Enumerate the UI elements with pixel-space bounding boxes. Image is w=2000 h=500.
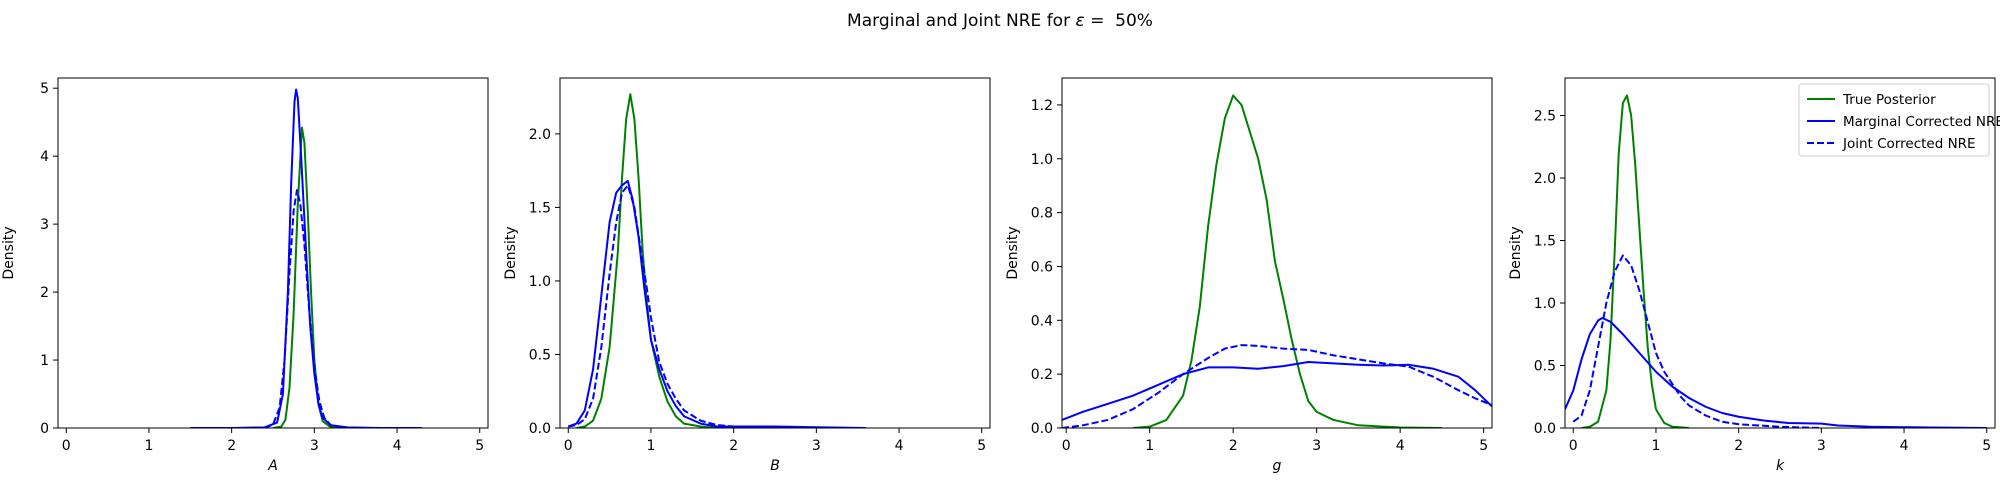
chart-panel-4: 0 1 2 3 4 5 0.0 0.5 1.0 1.5 2.0 2.5 k Density True Pos…	[1508, 77, 2000, 474]
series-line-true-posterior	[1581, 94, 1690, 428]
y-tick-label: 2.0	[1534, 171, 1556, 187]
x-tick-label: 4	[895, 438, 904, 454]
y-tick-label: 0.8	[1031, 206, 1053, 222]
x-tick-label: 2	[729, 438, 738, 454]
x-axis-label: g	[1273, 458, 1282, 474]
y-axis-label: Density	[1005, 226, 1021, 279]
y-tick-label: 5	[40, 81, 49, 97]
chart-panel-2: 0 1 2 3 4 5 0.0 0.5 1.0 1.5 2.0 B Density	[503, 77, 991, 474]
y-tick-label: 0.5	[529, 347, 551, 363]
x-tick-label: 5	[977, 438, 986, 454]
y-tick-label: 1.0	[1534, 296, 1556, 312]
legend-entry: True Posterior	[1842, 92, 1936, 108]
y-tick-label: 1.0	[529, 274, 551, 290]
series-line-true-posterior	[576, 93, 718, 428]
series-line-marginal-corrected-nre	[567, 179, 866, 428]
x-tick-label: 5	[475, 438, 484, 454]
y-tick-label: 0.6	[1031, 259, 1053, 275]
y-tick-label: 2	[40, 285, 49, 301]
x-tick-label: 0	[1062, 438, 1071, 454]
x-tick-label: 4	[1396, 438, 1405, 454]
axes-frame	[559, 77, 991, 429]
x-tick-label: 5	[1982, 438, 1991, 454]
y-tick-label: 0.5	[1534, 359, 1556, 375]
series-line-joint-corrected-nre	[1572, 254, 1822, 428]
y-tick-label: 1.0	[1031, 152, 1053, 168]
y-tick-label: 0	[40, 421, 49, 437]
axes-frame	[1061, 77, 1493, 429]
x-tick-label: 1	[1652, 438, 1661, 454]
legend-entry: Joint Corrected NRE	[1842, 136, 1976, 152]
legend: True Posterior Marginal Corrected NRE Join…	[1798, 83, 2000, 157]
x-tick-label: 2	[1229, 438, 1238, 454]
x-tick-label: 5	[1479, 438, 1488, 454]
x-tick-label: 4	[1900, 438, 1909, 454]
y-tick-label: 1.5	[529, 200, 551, 216]
y-tick-label: 3	[40, 217, 49, 233]
x-tick-label: 3	[1312, 438, 1321, 454]
y-axis-label: Density	[1508, 226, 1524, 279]
chart-panel-3: 0 1 2 3 4 5 0.0 0.2 0.4 0.6 0.8 1.0 1.2 g Density	[1005, 77, 1493, 474]
series-line-true-posterior	[1132, 94, 1442, 428]
x-tick-label: 0	[1569, 438, 1578, 454]
y-tick-label: 1.5	[1534, 234, 1556, 250]
x-tick-label: 1	[647, 438, 656, 454]
chart-panel-1: 0 1 2 3 4 5 0 1 2 3 4 5 A Density	[1, 77, 489, 474]
series-line-joint-corrected-nre	[264, 189, 348, 428]
y-tick-label: 0.4	[1031, 313, 1053, 329]
axes-frame	[57, 77, 489, 429]
x-tick-label: 4	[393, 438, 402, 454]
y-tick-label: 0.0	[1534, 421, 1556, 437]
x-tick-label: 1	[1145, 438, 1154, 454]
x-axis-label: k	[1776, 458, 1785, 474]
x-axis-label: B	[770, 458, 780, 474]
y-axis-label: Density	[503, 226, 519, 279]
x-tick-label: 3	[310, 438, 319, 454]
y-tick-label: 1	[40, 353, 49, 369]
y-tick-label: 1.2	[1031, 98, 1053, 114]
x-tick-label: 2	[227, 438, 236, 454]
y-tick-label: 0.2	[1031, 367, 1053, 383]
y-tick-label: 2.0	[529, 127, 551, 143]
series-line-joint-corrected-nre	[568, 184, 776, 428]
x-tick-label: 2	[1734, 438, 1743, 454]
y-tick-label: 4	[40, 149, 49, 165]
figure-title: Marginal and Joint NRE for ε = 50%	[847, 11, 1153, 31]
y-tick-label: 0.0	[529, 421, 551, 437]
x-tick-label: 0	[62, 438, 71, 454]
series-line-marginal-corrected-nre	[1565, 317, 1987, 428]
y-tick-label: 0.0	[1031, 421, 1053, 437]
x-axis-label: A	[267, 458, 278, 474]
x-tick-label: 0	[564, 438, 573, 454]
y-tick-label: 2.5	[1534, 109, 1556, 125]
y-axis-label: Density	[1, 226, 17, 279]
x-tick-label: 1	[145, 438, 154, 454]
x-tick-label: 3	[812, 438, 821, 454]
legend-entry: Marginal Corrected NRE	[1843, 114, 2000, 130]
legend-box	[1798, 83, 1990, 157]
x-tick-label: 3	[1817, 438, 1826, 454]
axes-frame	[1564, 77, 1996, 429]
series-line-marginal-corrected-nre	[1062, 361, 1492, 421]
series-line-joint-corrected-nre	[1062, 344, 1492, 428]
